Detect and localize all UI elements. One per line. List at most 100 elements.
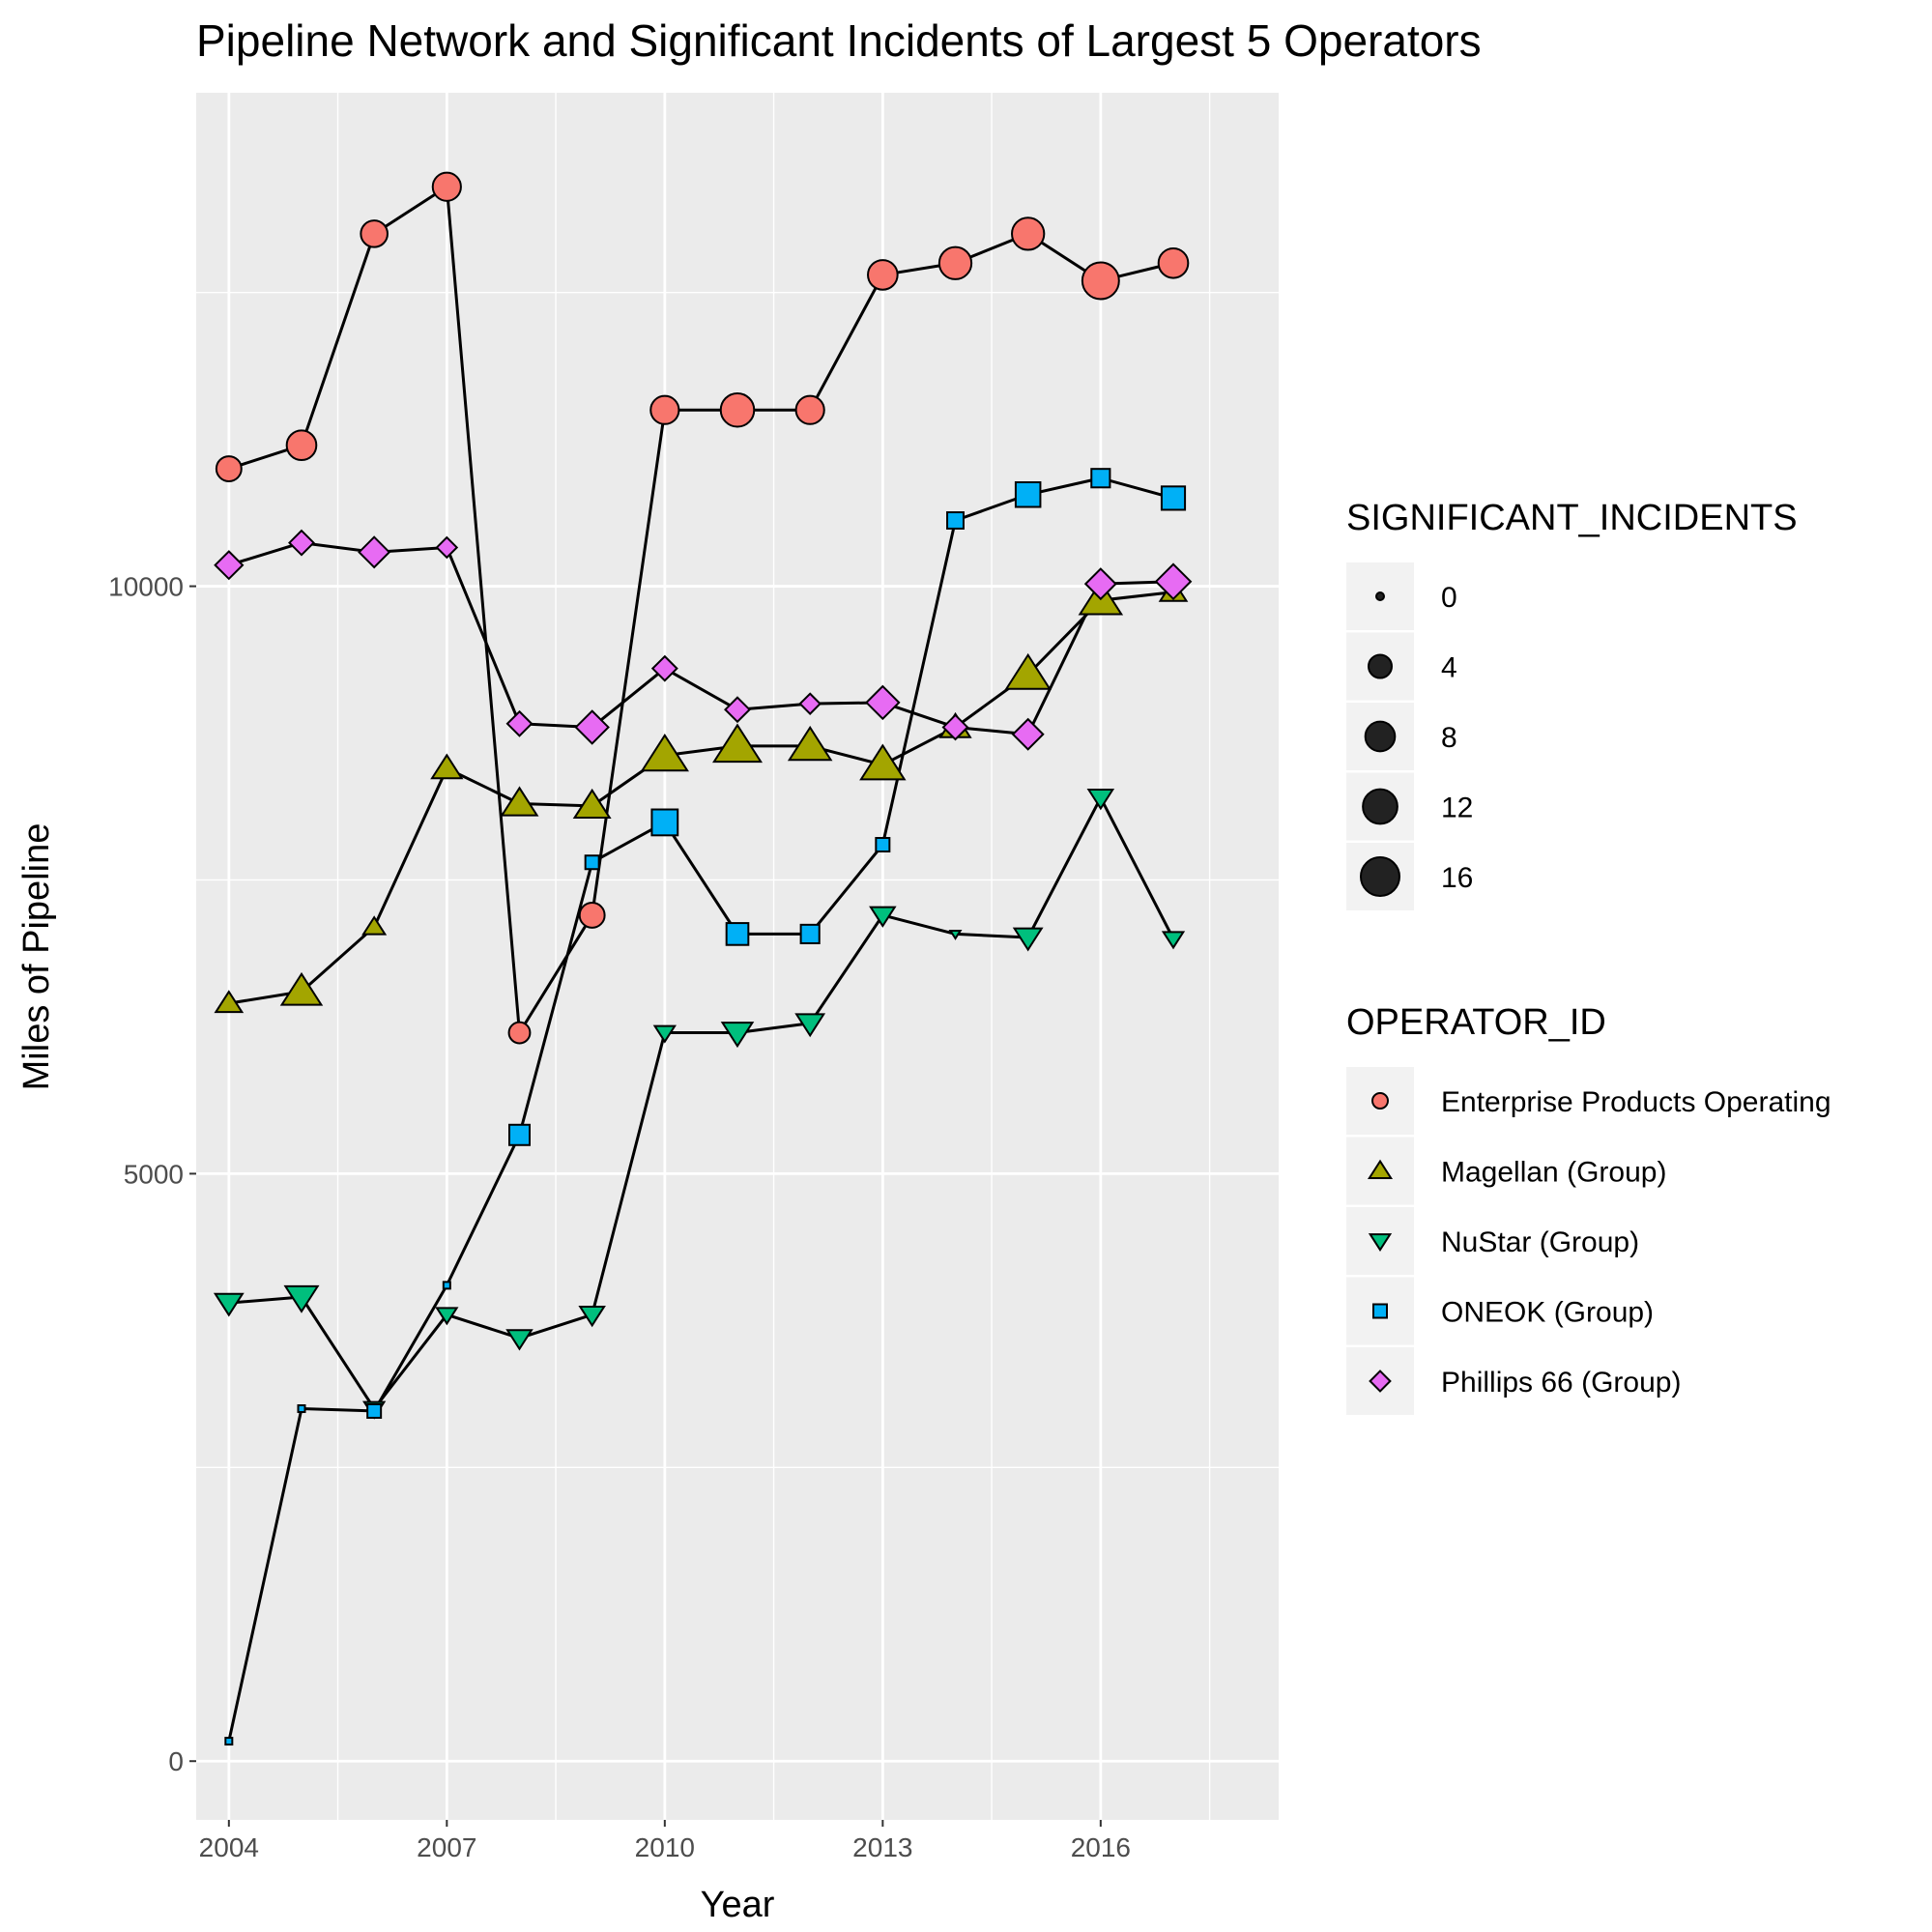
size-legend-circle-12 — [1362, 788, 1399, 825]
data-point-2-11 — [1012, 927, 1044, 952]
data-point-3-9 — [875, 837, 891, 853]
data-point-0-7 — [719, 391, 756, 428]
y-axis-title: Miles of Pipeline — [16, 823, 57, 1091]
color-legend-symbol-2 — [1368, 1233, 1393, 1253]
data-point-3-11 — [1014, 480, 1042, 508]
data-point-4-2 — [358, 535, 391, 569]
x-axis-title: Year — [701, 1885, 775, 1925]
data-point-2-13 — [1161, 931, 1186, 950]
color-legend-symbol-0 — [1371, 1092, 1389, 1110]
data-point-2-1 — [283, 1284, 320, 1313]
data-point-0-2 — [360, 219, 389, 248]
data-point-1-7 — [711, 723, 764, 764]
data-point-1-4 — [500, 786, 539, 817]
data-point-2-10 — [948, 929, 963, 940]
y-tick-label: 10000 — [108, 572, 184, 602]
data-point-2-5 — [578, 1305, 606, 1328]
color-legend-symbol-3 — [1372, 1303, 1388, 1319]
data-point-4-10 — [941, 713, 969, 741]
data-point-3-13 — [1160, 485, 1187, 511]
data-point-0-8 — [794, 394, 825, 425]
data-point-2-6 — [652, 1024, 677, 1044]
data-point-1-8 — [787, 725, 833, 762]
data-point-0-13 — [1157, 246, 1190, 279]
data-point-0-1 — [285, 429, 318, 462]
data-point-0-3 — [431, 171, 462, 202]
data-point-2-8 — [794, 1013, 826, 1038]
data-point-1-11 — [1004, 652, 1052, 690]
data-point-3-3 — [442, 1281, 451, 1290]
size-legend: SIGNIFICANT_INCIDENTS 0 4 8 12 16 — [1346, 498, 1798, 910]
color-legend: OPERATOR_ID Enterprise Products Operatin… — [1346, 1002, 1831, 1415]
y-tick-label: 0 — [168, 1746, 184, 1776]
data-point-0-5 — [578, 902, 606, 929]
size-legend-circle-4 — [1368, 653, 1393, 679]
size-legend-label: 12 — [1441, 793, 1473, 824]
size-legend-circle-16 — [1360, 856, 1400, 897]
data-point-0-11 — [1011, 216, 1046, 251]
data-point-1-0 — [214, 990, 245, 1014]
size-legend-title: SIGNIFICANT_INCIDENTS — [1346, 498, 1798, 538]
data-point-1-5 — [572, 788, 612, 820]
y-tick-label: 5000 — [124, 1159, 184, 1189]
data-point-2-7 — [720, 1022, 755, 1049]
grid-major — [196, 93, 1279, 1820]
size-legend-label: 8 — [1441, 722, 1457, 754]
data-point-2-9 — [869, 906, 897, 928]
data-point-4-4 — [505, 709, 533, 737]
data-point-0-6 — [649, 394, 680, 425]
data-point-4-12 — [1083, 567, 1117, 601]
data-point-0-10 — [937, 245, 973, 280]
data-point-0-0 — [215, 455, 243, 482]
size-legend-label: 4 — [1441, 652, 1457, 684]
data-point-2-12 — [1086, 789, 1115, 811]
x-tick-label: 2016 — [1071, 1832, 1131, 1862]
series-points — [213, 171, 1193, 1746]
data-point-2-4 — [505, 1329, 533, 1351]
data-point-4-0 — [214, 550, 245, 581]
data-point-3-10 — [946, 511, 965, 530]
data-point-4-3 — [435, 535, 459, 560]
color-legend-label: Phillips 66 (Group) — [1441, 1367, 1681, 1399]
series-line-2 — [228, 795, 1175, 1411]
data-point-3-4 — [507, 1123, 531, 1146]
x-tick-label: 2004 — [199, 1832, 259, 1862]
data-point-2-3 — [435, 1307, 459, 1326]
x-tick-label: 2007 — [417, 1832, 476, 1862]
data-point-4-7 — [724, 696, 751, 724]
data-point-1-2 — [361, 915, 388, 936]
color-legend-label: ONEOK (Group) — [1441, 1297, 1654, 1329]
color-legend-symbol-4 — [1369, 1370, 1392, 1393]
data-point-0-12 — [1081, 261, 1120, 301]
data-point-4-11 — [1011, 717, 1045, 751]
x-tick-label: 2010 — [635, 1832, 695, 1862]
data-point-3-8 — [799, 923, 821, 944]
data-point-2-0 — [213, 1292, 245, 1317]
data-point-3-5 — [584, 854, 600, 871]
color-legend-label: NuStar (Group) — [1441, 1226, 1639, 1258]
data-point-3-1 — [297, 1404, 306, 1414]
data-point-1-3 — [430, 753, 464, 780]
data-point-1-9 — [859, 743, 907, 781]
data-point-4-6 — [650, 654, 678, 682]
x-tick-label: 2013 — [852, 1832, 912, 1862]
color-legend-title: OPERATOR_ID — [1346, 1002, 1606, 1043]
data-point-3-6 — [650, 808, 679, 837]
data-point-4-8 — [798, 692, 822, 715]
grid-minor — [196, 93, 1279, 1820]
data-point-3-12 — [1090, 468, 1111, 489]
data-point-1-6 — [640, 733, 689, 772]
data-point-1-1 — [279, 971, 324, 1006]
color-legend-symbol-1 — [1367, 1159, 1394, 1179]
data-point-3-0 — [224, 1737, 234, 1746]
size-legend-circle-0 — [1375, 591, 1385, 601]
data-point-3-2 — [366, 1402, 383, 1419]
y-axis: 0 5000 10000 — [108, 572, 196, 1776]
size-legend-label: 0 — [1441, 582, 1457, 614]
data-point-4-5 — [574, 709, 610, 745]
size-legend-circle-8 — [1364, 720, 1397, 753]
color-legend-label: Enterprise Products Operating — [1441, 1086, 1831, 1118]
data-point-4-9 — [865, 684, 901, 721]
